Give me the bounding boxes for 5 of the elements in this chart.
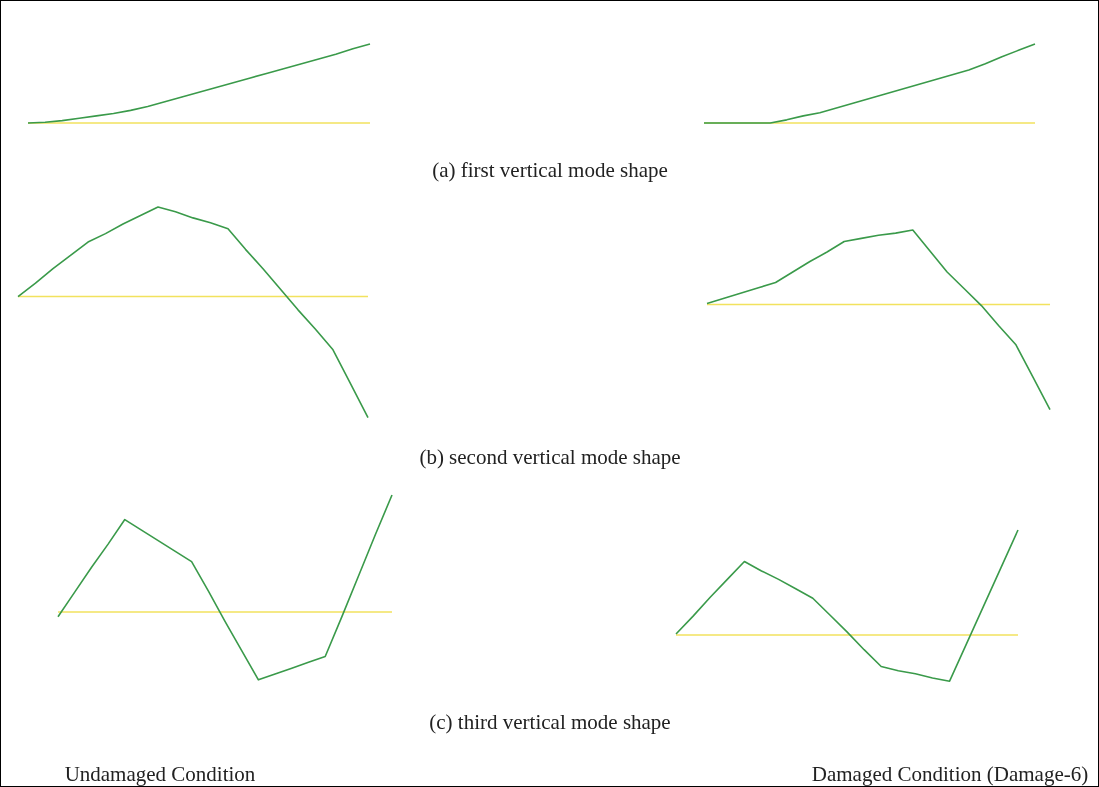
- text: (a) first vertical mode shape: [432, 158, 668, 183]
- text: (c) third vertical mode shape: [429, 710, 671, 735]
- text: Damaged Condition (Damage-6): [811, 762, 1089, 787]
- text: (b) second vertical mode shape: [419, 445, 681, 470]
- text: Undamaged Condition: [64, 762, 256, 787]
